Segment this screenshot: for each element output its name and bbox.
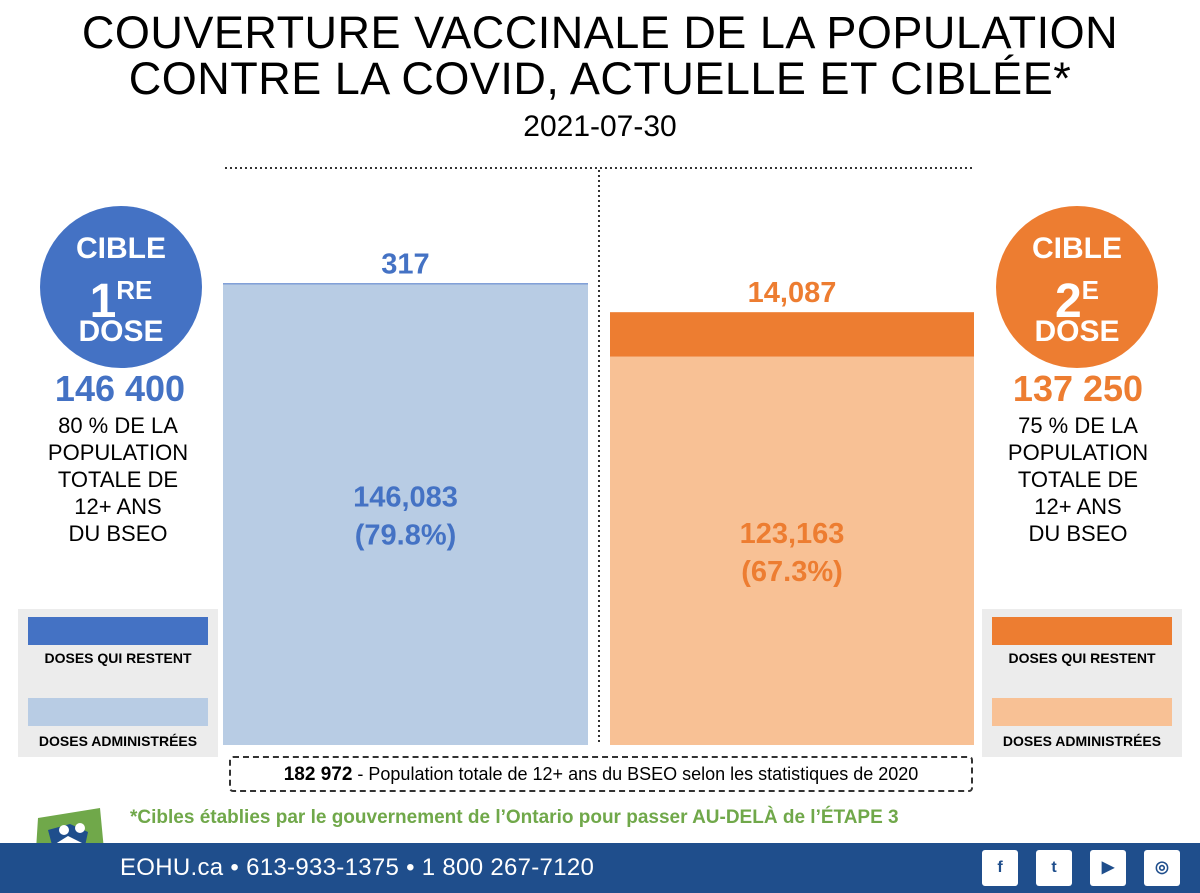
badge-dose-number: 2E: [1054, 275, 1100, 328]
legend-second-dose: DOSES QUI RESTENT DOSES ADMINISTRÉES: [982, 609, 1182, 757]
target-first-dose-description: 80 % DE LA POPULATION TOTALE DE 12+ ANS DU B…: [47, 413, 189, 546]
badge-dose-number: 1RE: [89, 275, 153, 328]
legend-label-remaining: DOSES QUI RESTENT: [44, 650, 192, 666]
population-total-box: 182 972 - Population totale de 12+ ans d…: [229, 756, 973, 792]
legend-label-remaining: DOSES QUI RESTENT: [1008, 650, 1156, 666]
facebook-icon[interactable]: f: [982, 850, 1018, 886]
legend-swatch-administered: [28, 698, 208, 726]
chart-title-line-2: CONTRE LA COVID, ACTUELLE ET CIBLÉE*: [128, 53, 1072, 104]
instagram-icon[interactable]: ◎: [1144, 850, 1180, 886]
target-second-dose-count: 137 250: [1012, 368, 1144, 409]
youtube-icon[interactable]: ▶: [1090, 850, 1126, 886]
target-second-dose-badge: CIBLE 2E DOSE: [996, 206, 1158, 368]
bar-administered-2: [610, 356, 974, 745]
data-label-remaining-2: 14,087: [748, 277, 837, 309]
legend-swatch-remaining: [992, 617, 1172, 645]
data-label-percent-1: (79.8%): [355, 520, 457, 552]
footnote: *Cibles établies par le gouvernement de …: [130, 807, 899, 828]
badge-label-bottom: DOSE: [1034, 315, 1120, 348]
target-second-dose-description: 75 % DE LA POPULATION TOTALE DE 12+ ANS DU B…: [1007, 413, 1149, 546]
badge-label-top: CIBLE: [76, 232, 166, 265]
footer-contact: EOHU.ca • 613-933-1375 • 1 800 267-7120: [120, 854, 595, 881]
data-label-percent-2: (67.3%): [741, 556, 843, 588]
legend-first-dose: DOSES QUI RESTENT DOSES ADMINISTRÉES: [18, 609, 218, 757]
population-text: - Population totale de 12+ ans du BSEO s…: [352, 764, 919, 784]
target-first-dose-count: 146 400: [54, 368, 186, 409]
chart-title-line-1: COUVERTURE VACCINALE DE LA POPULATION: [81, 7, 1119, 58]
twitter-icon[interactable]: t: [1036, 850, 1072, 886]
target-first-dose-badge: CIBLE 1RE DOSE: [40, 206, 202, 368]
legend-swatch-remaining: [28, 617, 208, 645]
data-label-administered-1: 146,083: [353, 482, 458, 514]
badge-label-top: CIBLE: [1032, 232, 1122, 265]
legend-label-administered: DOSES ADMINISTRÉES: [1002, 733, 1162, 749]
footer-bar: EOHU.ca • 613-933-1375 • 1 800 267-7120 …: [0, 843, 1200, 893]
badge-label-bottom: DOSE: [78, 315, 164, 348]
data-label-administered-2: 123,163: [740, 518, 845, 550]
bar-remaining-1: [223, 283, 588, 285]
chart-date: 2021-07-30: [523, 110, 677, 143]
legend-swatch-administered: [992, 698, 1172, 726]
bar-remaining-2: [610, 312, 974, 357]
bar-administered-1: [223, 284, 588, 745]
legend-label-administered: DOSES ADMINISTRÉES: [38, 733, 198, 749]
population-number: 182 972: [283, 764, 353, 785]
data-label-remaining-1: 317: [381, 248, 429, 280]
